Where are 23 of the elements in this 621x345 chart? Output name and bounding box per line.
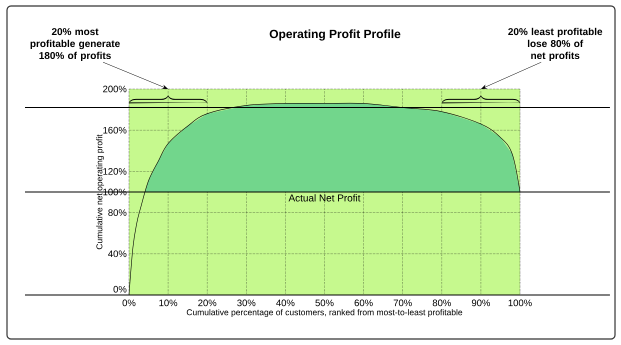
text: 20% least profitable lose 80% of net profits [508,28,602,62]
y-tick-label: 0% [114,286,126,293]
y-tick-label: 80% [108,209,126,216]
x-tick-label: 50% [315,300,334,306]
x-tick-label: 90% [472,300,490,306]
text: 20% most profitable generate 180% of profits [30,28,120,62]
ref-line-label: Actual Net Profit [288,194,360,202]
x-tick-label: 20% [198,300,216,306]
x-tick-label: 40% [276,300,295,306]
x-tick-label: 100% [508,300,532,306]
y-tick-label: 200% [103,86,126,92]
y-axis-title: Cumulative net operating profit [96,134,104,250]
y-tick-label: 40% [108,250,126,258]
x-tick-label: 0% [122,300,136,306]
y-tick-label: 120% [103,168,126,175]
x-axis-title: Cumulative percentage of customers, ranked from most-to-least profitable [186,309,462,317]
x-tick-label: 10% [159,300,178,306]
x-tick-label: 30% [237,300,256,306]
x-tick-label: 70% [394,300,412,306]
x-tick-label: 60% [354,300,373,306]
x-tick-label: 80% [432,300,451,306]
y-tick-label: 160% [103,126,126,134]
chart-title: Operating Profit Profile [270,29,400,41]
